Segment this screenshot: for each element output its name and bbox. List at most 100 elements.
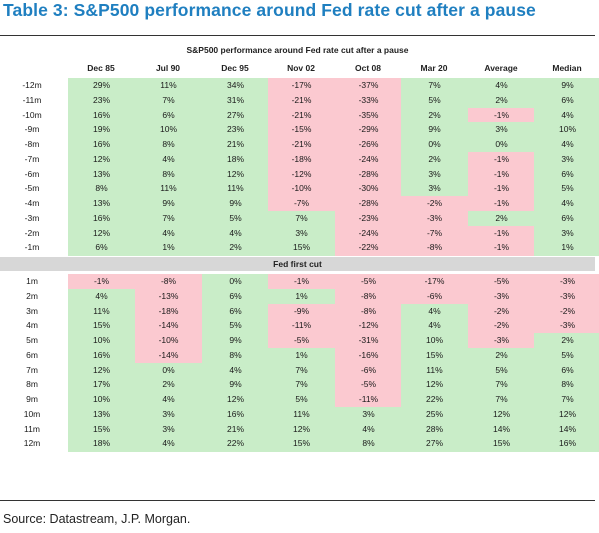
table-cell: 14% xyxy=(534,421,599,437)
table-cell: -5% xyxy=(268,333,335,349)
performance-table: S&P500 performance around Fed rate cut a… xyxy=(0,35,599,501)
table-cell: 7% xyxy=(468,377,535,393)
table-cell: -14% xyxy=(135,318,202,334)
table-cell: -5% xyxy=(335,274,402,290)
table-cell: 15% xyxy=(268,436,335,452)
table-cell: 6% xyxy=(534,92,599,109)
table-cell: 2% xyxy=(468,210,535,227)
table-cell: -18% xyxy=(268,151,335,168)
table-cell: -11% xyxy=(268,318,335,334)
table-cell: 12% xyxy=(68,151,135,168)
row-label: -3m xyxy=(24,212,40,223)
table-cell: 13% xyxy=(68,196,135,212)
table-cell: -1% xyxy=(468,151,535,168)
table-cell: 9% xyxy=(202,377,269,393)
table-cell: 12% xyxy=(534,406,599,423)
table-cell: -1% xyxy=(68,274,135,290)
row-label: 4m xyxy=(26,320,38,331)
table-cell: -2% xyxy=(468,318,535,334)
table-cell: -24% xyxy=(335,151,402,168)
table-cell: 6% xyxy=(202,303,269,319)
row-label: 1m xyxy=(26,276,38,286)
table-cell: -3% xyxy=(468,333,535,349)
table-cell: -3% xyxy=(401,210,468,227)
table-cell: 31% xyxy=(202,92,269,109)
table-cell: 21% xyxy=(202,421,269,437)
table-cell: -21% xyxy=(268,92,335,109)
table-cell: 2% xyxy=(468,92,535,109)
table-cell: 5% xyxy=(534,347,599,364)
table-cell: 0% xyxy=(202,274,269,290)
table-cell: 8% xyxy=(135,166,202,182)
table-cell: 27% xyxy=(202,107,269,123)
row-label: -12m xyxy=(22,80,42,90)
table-cell: -9% xyxy=(268,303,335,319)
table-cell: 6% xyxy=(202,288,269,305)
table-cell: 3% xyxy=(534,225,599,241)
row-label: -11m xyxy=(22,94,42,105)
column-header: Jul 90 xyxy=(155,63,181,73)
table-cell: -28% xyxy=(335,166,402,182)
table-cell: 4% xyxy=(202,225,269,241)
table-cell: -8% xyxy=(135,274,202,290)
row-label: 2m xyxy=(26,290,38,301)
row-label: -9m xyxy=(24,124,40,135)
table-cell: 6% xyxy=(534,210,599,227)
table-cell: -3% xyxy=(534,274,599,290)
table-cell: 7% xyxy=(268,377,335,393)
row-label: 10m xyxy=(23,408,41,419)
table-cell: 16% xyxy=(68,107,135,123)
table-cell: 10% xyxy=(534,122,599,138)
table-cell: 11% xyxy=(135,78,202,94)
table-cell: 4% xyxy=(68,288,135,305)
fed-first-cut-separator: Fed first cut xyxy=(0,257,595,271)
table-cell: 16% xyxy=(68,347,135,364)
table-cell: 12% xyxy=(202,392,269,408)
row-label: 12m xyxy=(23,438,41,449)
table-cell: 11% xyxy=(68,303,135,319)
table-cell: 1% xyxy=(268,347,335,364)
table-cell: 9% xyxy=(401,122,468,138)
table-cell: 4% xyxy=(468,78,535,94)
table-cell: 7% xyxy=(401,78,468,94)
table-cell: -8% xyxy=(335,288,402,305)
table-cell: -12% xyxy=(268,166,335,182)
row-label: -8m xyxy=(24,139,40,149)
table-cell: -17% xyxy=(268,78,335,94)
table-cell: -12% xyxy=(335,318,402,334)
table-cell: 2% xyxy=(534,333,599,349)
table-cell: 3% xyxy=(401,166,468,182)
table-cell: 8% xyxy=(68,181,135,197)
table-cell: 4% xyxy=(335,421,402,437)
table-cell: -3% xyxy=(534,318,599,334)
column-header: Median xyxy=(552,63,582,73)
table-cell: -7% xyxy=(401,225,468,241)
table-cell: 3% xyxy=(268,225,335,241)
table-cell: 11% xyxy=(135,181,202,197)
table-cell: 1% xyxy=(268,288,335,305)
table-cell: 9% xyxy=(534,78,599,94)
table-cell: -22% xyxy=(335,240,402,256)
row-label: 11m xyxy=(24,423,40,434)
row-label: -2m xyxy=(24,227,40,238)
table-cell: 14% xyxy=(468,421,535,437)
row-label: -7m xyxy=(24,153,40,164)
table-cell: 2% xyxy=(202,240,269,256)
table-cell: -28% xyxy=(335,196,402,212)
table-cell: -31% xyxy=(335,333,402,349)
table-cell: 13% xyxy=(68,406,135,423)
table-cell: -37% xyxy=(335,78,402,94)
table-cell: -2% xyxy=(401,196,468,212)
table-cell: -5% xyxy=(335,377,402,393)
table-cell: -3% xyxy=(534,288,599,305)
table-cell: -35% xyxy=(335,107,402,123)
table-cell: 5% xyxy=(468,362,535,378)
table-cell: 6% xyxy=(534,166,599,182)
table-cell: 4% xyxy=(135,225,202,241)
table-cell: 3% xyxy=(468,122,535,138)
table-cell: 5% xyxy=(202,210,269,227)
table-cell: -21% xyxy=(268,137,335,153)
table-cell: 16% xyxy=(534,436,599,452)
row-label: -5m xyxy=(24,183,40,194)
row-label: 8m xyxy=(26,379,38,390)
